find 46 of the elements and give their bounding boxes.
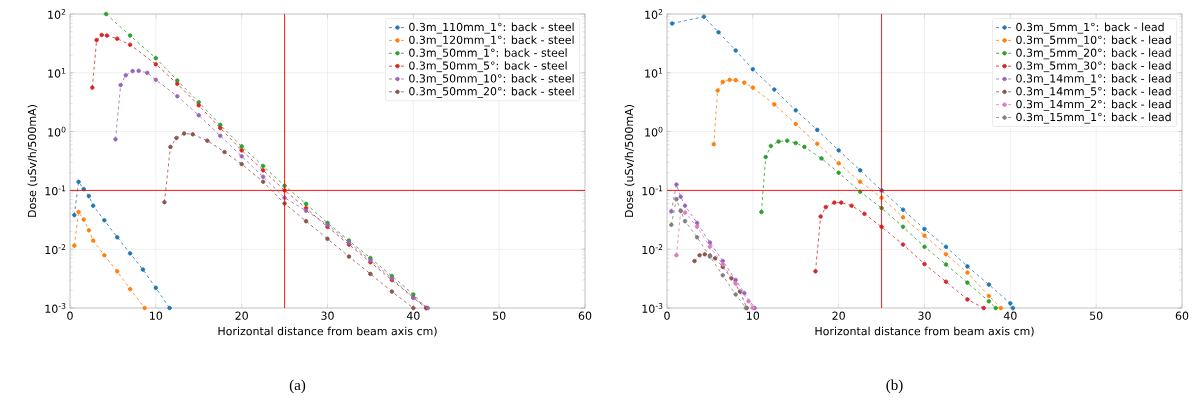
legend-label: 0.3m_14mm_5°: back - lead <box>1016 86 1171 98</box>
legend-label: 0.3m_120mm_1°: back - steel <box>409 35 574 47</box>
legend-label: 0.3m_50mm_10°: back - steel <box>409 74 574 85</box>
x-tick-label: 10 <box>747 311 760 320</box>
y-axis-title: Dose (uSv/h/500mA) <box>27 105 38 217</box>
x-tick-label: 10 <box>150 311 163 320</box>
y-tick-label: 10$^{2}$ <box>48 9 66 19</box>
legend-label: 0.3m_5mm_20°: back - lead <box>1016 48 1171 60</box>
legend-label: 0.3m_14mm_2°: back - lead <box>1016 99 1171 111</box>
y-tick-label: 10$^{1}$ <box>645 67 663 78</box>
legend-label: 0.3m_50mm_1°: back - steel <box>409 48 567 60</box>
legend-label: 0.3m_5mm_30°: back - lead <box>1016 61 1171 73</box>
y-tick-label: 10$^{1}$ <box>48 67 66 78</box>
x-axis-title: Horizontal distance from beam axis cm) <box>815 326 1034 337</box>
legend-label: 0.3m_5mm_1°: back - lead <box>1016 22 1164 34</box>
x-tick-label: 20 <box>832 311 845 320</box>
legend-label: 0.3m_14mm_1°: back - lead <box>1016 74 1171 85</box>
legend-label: 0.3m_15mm_1°: back - lead <box>1016 112 1171 124</box>
x-tick-label: 0 <box>664 311 670 320</box>
x-tick-label: 30 <box>321 311 334 320</box>
y-tick-label: 10$^{0}$ <box>645 126 663 137</box>
x-tick-label: 50 <box>493 311 506 320</box>
y-tick-label: 10$^{-2}$ <box>45 244 66 255</box>
y-tick-label: 10$^{-2}$ <box>642 244 663 255</box>
x-tick-label: 40 <box>406 311 420 320</box>
y-tick-label: 10$^{-1}$ <box>642 185 663 196</box>
text: (a) <box>289 379 306 394</box>
y-tick-label: 10$^{-1}$ <box>45 185 66 196</box>
x-tick-label: 50 <box>1090 311 1103 320</box>
x-tick-label: 60 <box>578 311 592 320</box>
x-tick-label: 20 <box>235 311 248 320</box>
y-tick-label: 10$^{-3}$ <box>45 303 66 313</box>
y-tick-label: 10$^{-3}$ <box>642 303 663 313</box>
legend-label: 0.3m_50mm_20°: back - steel <box>409 86 574 98</box>
x-axis-title: Horizontal distance from beam axis cm) <box>218 326 437 337</box>
y-tick-label: 10$^{0}$ <box>48 126 66 137</box>
legend-label: 0.3m_110mm_1°: back - steel <box>409 22 574 34</box>
y-axis-title: Dose (uSv/h/500mA) <box>624 105 635 217</box>
y-tick-label: 10$^{2}$ <box>645 9 663 19</box>
x-tick-label: 30 <box>918 311 931 320</box>
legend-label: 0.3m_50mm_5°: back - steel <box>409 61 567 73</box>
x-tick-label: 0 <box>67 311 73 320</box>
x-tick-label: 60 <box>1175 311 1189 320</box>
legend-label: 0.3m_5mm_10°: back - lead <box>1016 35 1171 47</box>
x-tick-label: 40 <box>1003 311 1017 320</box>
text: (b) <box>886 379 903 394</box>
